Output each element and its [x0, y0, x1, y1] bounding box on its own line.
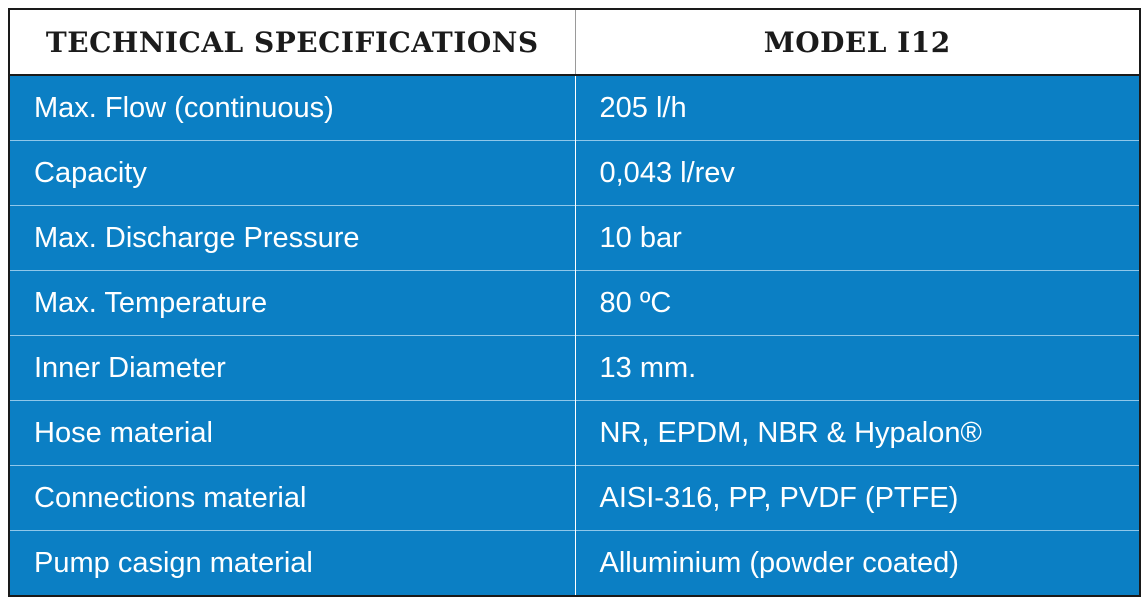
table-row: Hose material NR, EPDM, NBR & Hypalon® [9, 400, 1140, 466]
row-label: Connections material [9, 465, 575, 531]
table-row: Max. Discharge Pressure 10 bar [9, 205, 1140, 271]
spec-table: TECHNICAL SPECIFICATIONS MODEL I12 Max. … [8, 8, 1141, 597]
table-row: Max. Flow (continuous) 205 l/h [9, 74, 1140, 141]
row-label: Pump casign material [9, 530, 575, 596]
row-value: AISI-316, PP, PVDF (PTFE) [574, 465, 1140, 531]
row-value: 80 ºC [574, 270, 1140, 336]
header-row: TECHNICAL SPECIFICATIONS MODEL I12 [9, 9, 1140, 76]
row-value: NR, EPDM, NBR & Hypalon® [574, 400, 1140, 466]
header-model: MODEL I12 [575, 9, 1140, 76]
row-value: 10 bar [574, 205, 1140, 271]
table-row: Connections material AISI-316, PP, PVDF … [9, 465, 1140, 531]
row-value: 0,043 l/rev [574, 140, 1140, 206]
row-label: Hose material [9, 400, 575, 466]
row-label: Max. Flow (continuous) [9, 74, 575, 141]
row-label: Max. Temperature [9, 270, 575, 336]
table-row: Max. Temperature 80 ºC [9, 270, 1140, 336]
table-row: Capacity 0,043 l/rev [9, 140, 1140, 206]
header-spec: TECHNICAL SPECIFICATIONS [9, 9, 576, 76]
row-value: 205 l/h [574, 74, 1140, 141]
row-value: 13 mm. [574, 335, 1140, 401]
table-row: Inner Diameter 13 mm. [9, 335, 1140, 401]
table-row: Pump casign material Alluminium (powder … [9, 530, 1140, 596]
row-value: Alluminium (powder coated) [574, 530, 1140, 596]
row-label: Max. Discharge Pressure [9, 205, 575, 271]
row-label: Inner Diameter [9, 335, 575, 401]
row-label: Capacity [9, 140, 575, 206]
